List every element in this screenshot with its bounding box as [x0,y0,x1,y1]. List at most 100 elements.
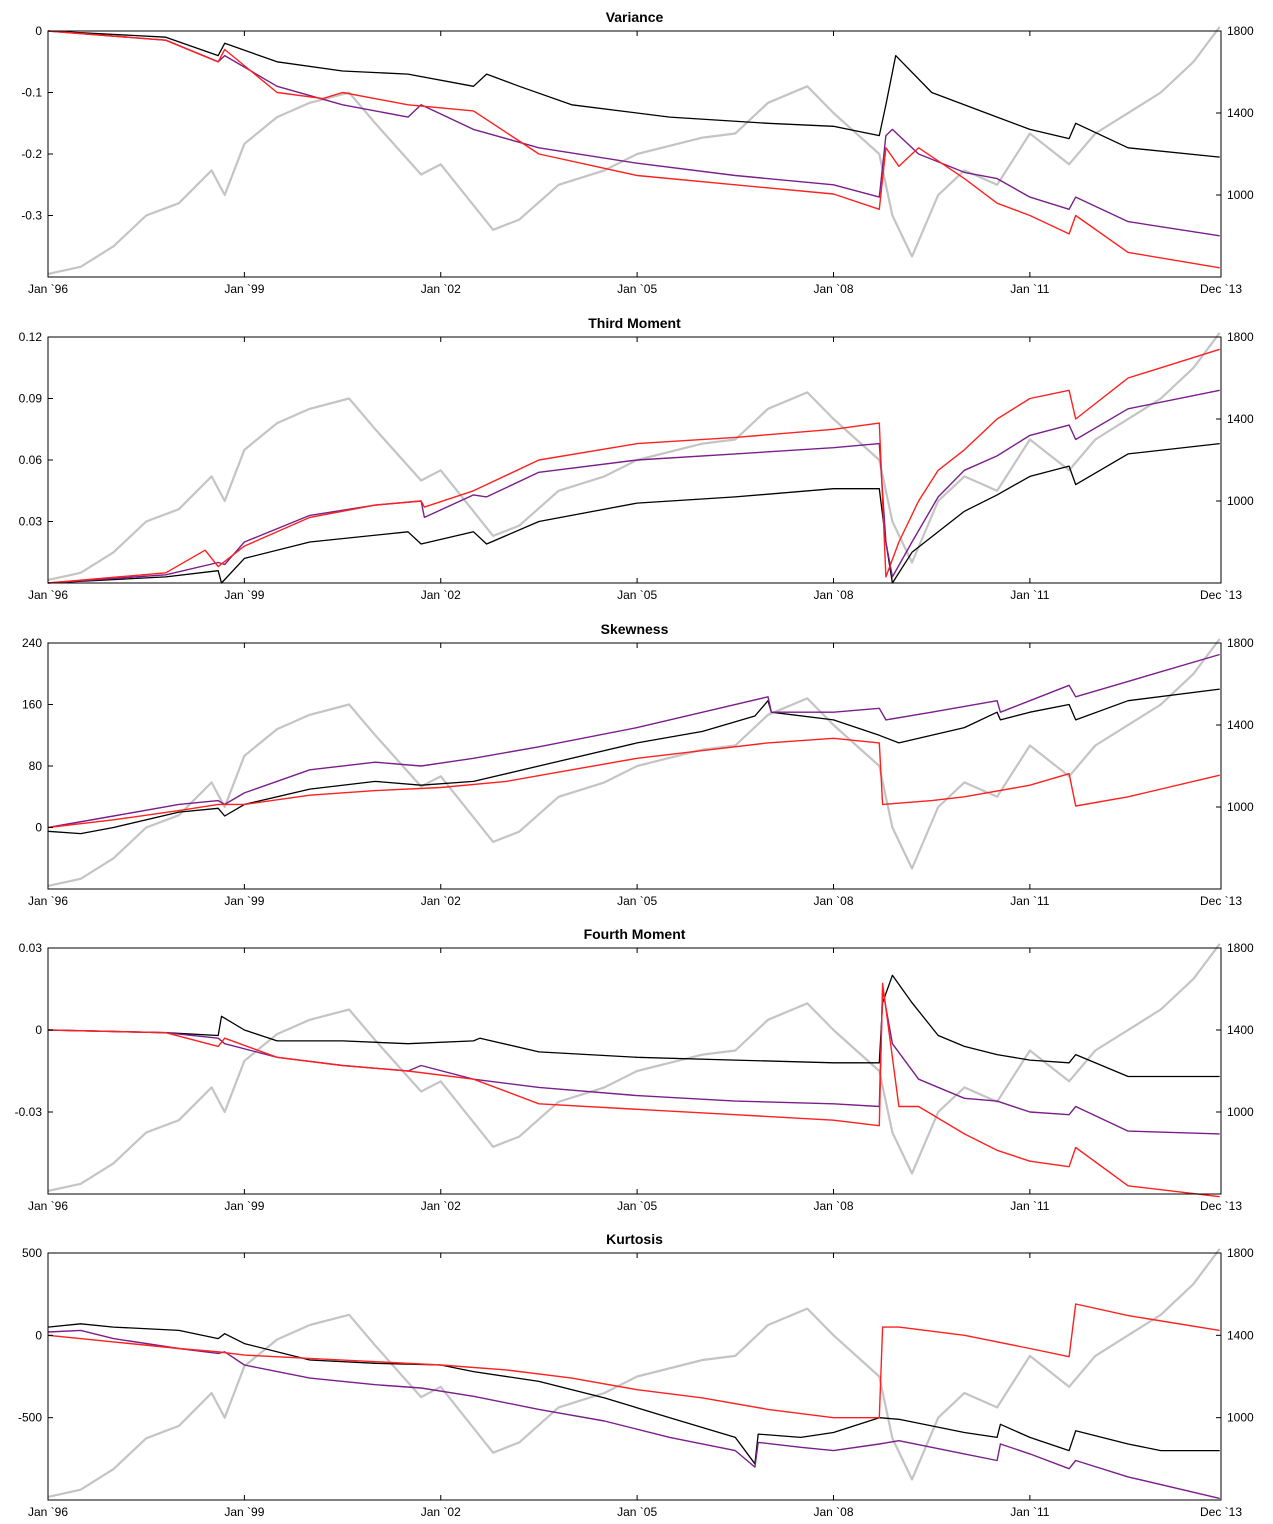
series-line-purple [47,389,1220,584]
x-tick-label: Jan `05 [617,894,657,908]
x-tick-label: Jan `08 [813,1505,853,1519]
plot-frame [47,1252,1222,1501]
y-tick-label: 0 [35,1023,42,1037]
x-tick-label: Jan `08 [813,282,853,296]
x-tick-label: Jan `11 [1010,282,1049,296]
plot-frame [47,30,1222,278]
series-line-black [47,442,1220,584]
y2-tick-label: 1000 [1227,800,1254,814]
chart-title: Third Moment [588,315,681,331]
series-line-black [47,688,1220,835]
y-tick-label: -500 [18,1411,42,1425]
chart-panel-3: Skewness Jan `96 Jan `99 Jan `02 Jan `05 Jan … [22,621,1254,908]
y-tick-label: 80 [29,759,43,773]
chart-panel-4: Fourth Moment Jan `96 Jan `99 Jan `02 Jan `0… [15,926,1254,1213]
series-line-grey [47,26,1221,275]
y-tick-label: -0.03 [15,1105,43,1119]
y2-tick-label: 1400 [1227,1023,1254,1037]
x-tick-label: Jan `02 [421,1505,461,1519]
x-tick-label: Jan `11 [1010,894,1049,908]
y2-tick-label: 1000 [1227,494,1254,508]
x-tick-label: Jan `99 [224,588,264,602]
x-tick-label: Jan `05 [617,282,657,296]
x-tick-label: Jan `96 [28,588,68,602]
y2-tick-label: 1400 [1227,412,1254,426]
series-line-red [47,30,1220,269]
y2-tick-label: 1800 [1227,330,1254,344]
series-line-grey [47,638,1221,887]
y2-tick-label: 1800 [1227,941,1254,955]
series-line-red [47,1303,1220,1419]
x-tick-label: Jan `11 [1010,588,1049,602]
x-tick-label: Jan `05 [617,1199,657,1213]
x-tick-label: Jan `08 [813,1199,853,1213]
chart-title: Kurtosis [606,1231,663,1247]
x-tick-label: Dec `13 [1200,588,1242,602]
y2-tick-label: 1400 [1227,106,1254,120]
plot-frame [47,642,1222,890]
x-tick-label: Jan `02 [421,588,461,602]
y2-tick-label: 1800 [1227,1246,1254,1260]
chart-title: Variance [606,9,664,25]
series-line-black [47,1323,1220,1465]
x-tick-label: Dec `13 [1200,1505,1242,1519]
series-line-grey [47,943,1221,1192]
y-tick-label: -0.1 [21,86,42,100]
y-tick-label: 0.03 [19,515,43,529]
series-line-grey [47,1248,1221,1498]
y2-tick-label: 1000 [1227,188,1254,202]
x-tick-label: Dec `13 [1200,282,1242,296]
y2-tick-label: 1800 [1227,636,1254,650]
series-line-red [47,348,1220,584]
x-tick-label: Jan `05 [617,1505,657,1519]
series-line-red [47,982,1220,1198]
y-tick-label: 160 [22,698,42,712]
y-tick-label: 0 [35,821,42,835]
chart-panel-2: Third Moment Jan `96 Jan `99 Jan `02 Jan `05… [19,315,1254,602]
y-tick-label: 0.03 [19,941,43,955]
y-tick-label: 0.06 [19,453,43,467]
y2-tick-label: 1400 [1227,718,1254,732]
plot-frame [47,947,1222,1195]
x-tick-label: Jan `99 [224,1505,264,1519]
series-line-red [47,737,1220,829]
x-tick-label: Jan `96 [28,1199,68,1213]
chart-panel-1: Variance Jan `96 Jan `99 Jan `02 Jan `05 Jan … [21,9,1254,296]
x-tick-label: Dec `13 [1200,894,1242,908]
series-line-black [47,30,1220,158]
x-tick-label: Jan `99 [224,1199,264,1213]
chart-panel-5: Kurtosis Jan `96 Jan `99 Jan `02 Jan `05 Jan … [18,1231,1254,1519]
series-line-purple [47,653,1220,829]
series-line-black [47,974,1220,1078]
series-line-purple [47,988,1220,1135]
y2-tick-label: 1400 [1227,1328,1254,1342]
x-tick-label: Jan `02 [421,894,461,908]
x-tick-label: Jan `11 [1010,1199,1049,1213]
x-tick-label: Jan `05 [617,588,657,602]
y-tick-label: -0.3 [21,209,42,223]
y-tick-label: 0.09 [19,392,43,406]
x-tick-label: Dec `13 [1200,1199,1242,1213]
y2-tick-label: 1000 [1227,1411,1254,1425]
chart-title: Skewness [601,621,669,637]
y2-tick-label: 1800 [1227,24,1254,38]
x-tick-label: Jan `96 [28,1505,68,1519]
series-line-purple [47,30,1220,237]
y-tick-label: 0.12 [19,330,43,344]
chart-title: Fourth Moment [584,926,686,942]
x-tick-label: Jan `02 [421,282,461,296]
y-tick-label: 240 [22,636,42,650]
y-tick-label: 0 [35,24,42,38]
x-tick-label: Jan `99 [224,894,264,908]
x-tick-label: Jan `96 [28,282,68,296]
y-tick-label: -0.2 [21,147,42,161]
x-tick-label: Jan `08 [813,588,853,602]
x-tick-label: Jan `08 [813,894,853,908]
x-tick-label: Jan `96 [28,894,68,908]
y2-tick-label: 1000 [1227,1105,1254,1119]
series-line-grey [47,332,1221,581]
x-tick-label: Jan `99 [224,282,264,296]
x-tick-label: Jan `02 [421,1199,461,1213]
x-tick-label: Jan `11 [1010,1505,1049,1519]
